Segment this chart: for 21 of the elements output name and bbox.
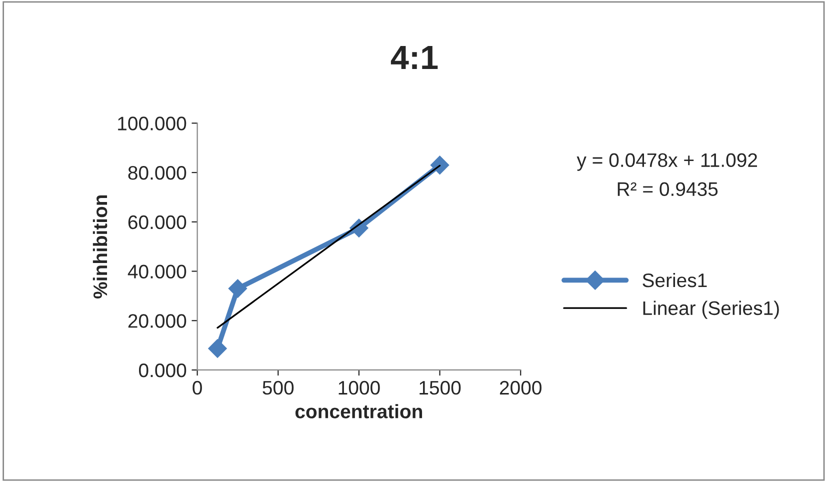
y-tick-label: 80.000 [128,166,186,180]
text: y = 0.0478x + 11.092 [576,153,758,171]
point [228,279,248,298]
y-tick-label: 0.000 [138,363,186,378]
y-axis-title: %inhibition [92,195,108,298]
text: R² = 0.9435 [618,182,718,196]
point [430,156,450,174]
x-tick-label: 0 [192,380,202,395]
y-tick-label: 20.000 [128,314,186,328]
x-tick-label: 2000 [500,380,542,395]
y-tick-label: 40.000 [128,264,186,278]
y-tick-label: 100.000 [118,116,186,130]
chart-title: 4:1 [390,46,438,69]
x-tick-label: 1000 [338,380,380,395]
x-tick-label: 1500 [420,380,461,395]
x-axis-title: concentration [295,404,422,418]
legend-label: Series1 [642,272,707,288]
x-tick-label: 500 [262,380,294,395]
y-tick-label: 60.000 [128,215,186,230]
point [208,339,227,358]
legend-label: Linear (Series1) [643,300,779,319]
